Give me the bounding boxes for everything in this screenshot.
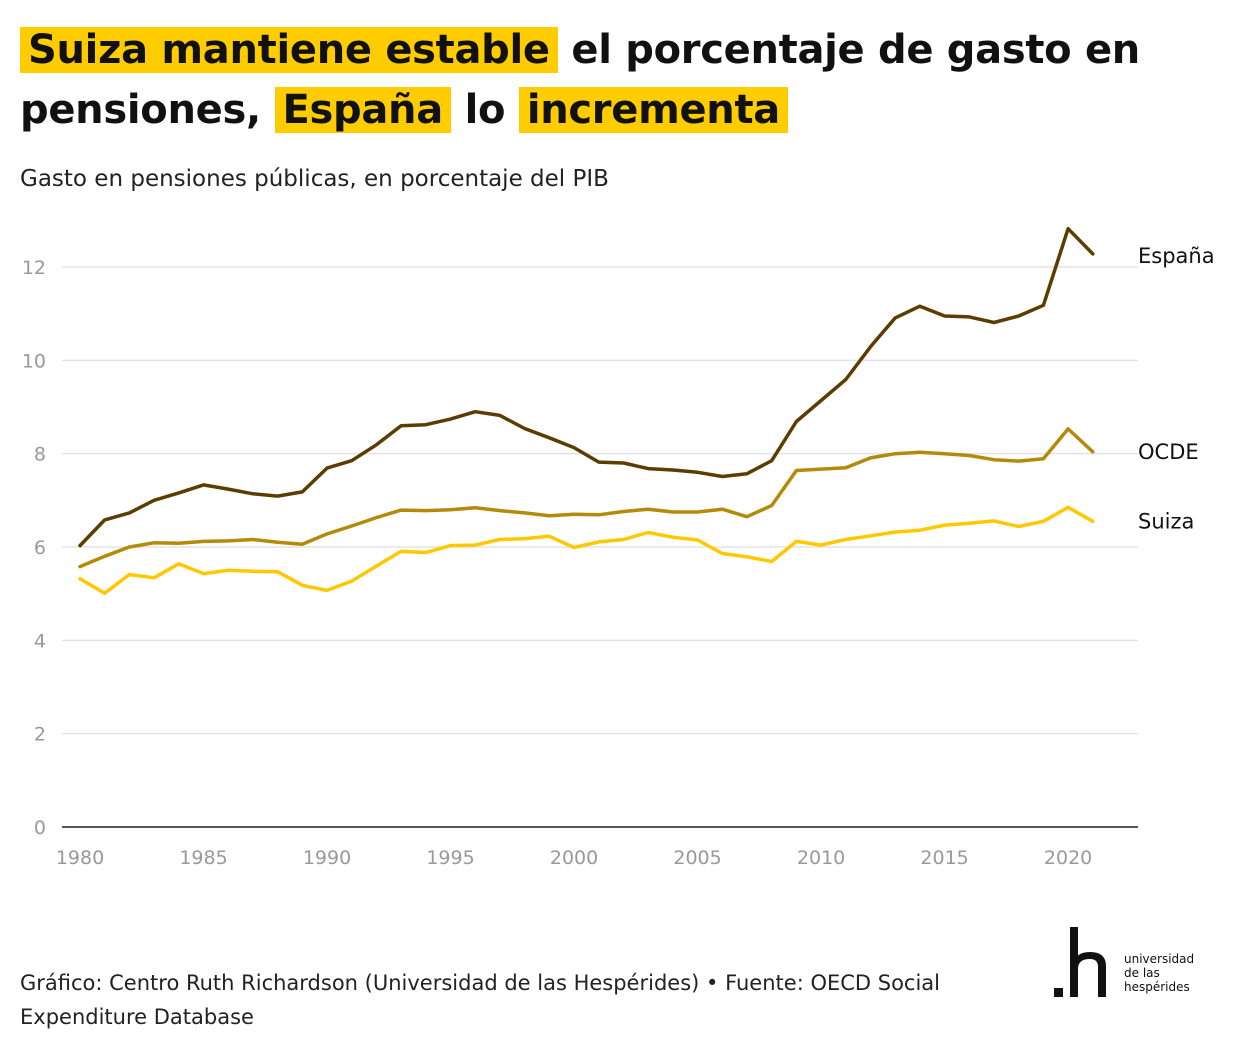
logo-h-icon <box>1054 927 1106 997</box>
x-tick-label: 1990 <box>303 847 351 869</box>
series-line-espana <box>78 226 1095 548</box>
y-tick-label: 12 <box>22 257 46 279</box>
y-tick-label: 6 <box>34 537 46 559</box>
x-tick-label: 2015 <box>920 847 968 869</box>
chart-title: Suiza mantiene estable el porcentaje de … <box>20 20 1210 140</box>
y-tick-label: 10 <box>22 350 46 372</box>
x-tick-label: 2000 <box>550 847 598 869</box>
title-highlight-incrementa: incrementa <box>518 87 788 133</box>
series-line-ocde <box>78 427 1095 569</box>
logo-line-3: hespérides <box>1124 980 1190 994</box>
y-tick-label: 8 <box>34 444 46 466</box>
chart-subtitle: Gasto en pensiones públicas, en porcenta… <box>20 166 609 192</box>
line-chart: 0 2 4 6 8 10 12 1980 1985 1990 1995 2000 2005 2010 201… <box>22 226 1215 869</box>
title-highlight-suiza: Suiza mantiene estable <box>20 27 558 73</box>
x-tick-label: 2010 <box>797 847 845 869</box>
series-label-suiza: Suiza <box>1138 509 1194 533</box>
logo-line-1: universidad <box>1124 952 1195 966</box>
series-label-espana: España <box>1138 244 1215 268</box>
series-label-ocde: OCDE <box>1138 440 1199 464</box>
x-tick-label: 1980 <box>56 847 104 869</box>
title-text-middle: el porcentaje de gasto en pensiones, <box>20 27 1140 133</box>
title-highlight-espana: España <box>274 87 451 133</box>
y-tick-label: 0 <box>34 817 46 839</box>
logo-line-2: de las <box>1124 966 1160 980</box>
x-tick-label: 1985 <box>179 847 227 869</box>
y-tick-label: 4 <box>34 630 46 652</box>
logo-wordmark: universidad de las hespérides <box>1124 952 1194 994</box>
x-tick-label: 1995 <box>426 847 474 869</box>
x-tick-label: 2020 <box>1044 847 1092 869</box>
chart-footer-source: Gráfico: Centro Ruth Richardson (Univers… <box>20 971 941 1029</box>
series-line-suiza <box>78 505 1095 595</box>
university-logo: universidad de las hespérides <box>1050 922 1220 1002</box>
title-text-lo: lo <box>464 87 506 133</box>
x-tick-label: 2005 <box>673 847 721 869</box>
y-tick-label: 2 <box>34 724 46 746</box>
